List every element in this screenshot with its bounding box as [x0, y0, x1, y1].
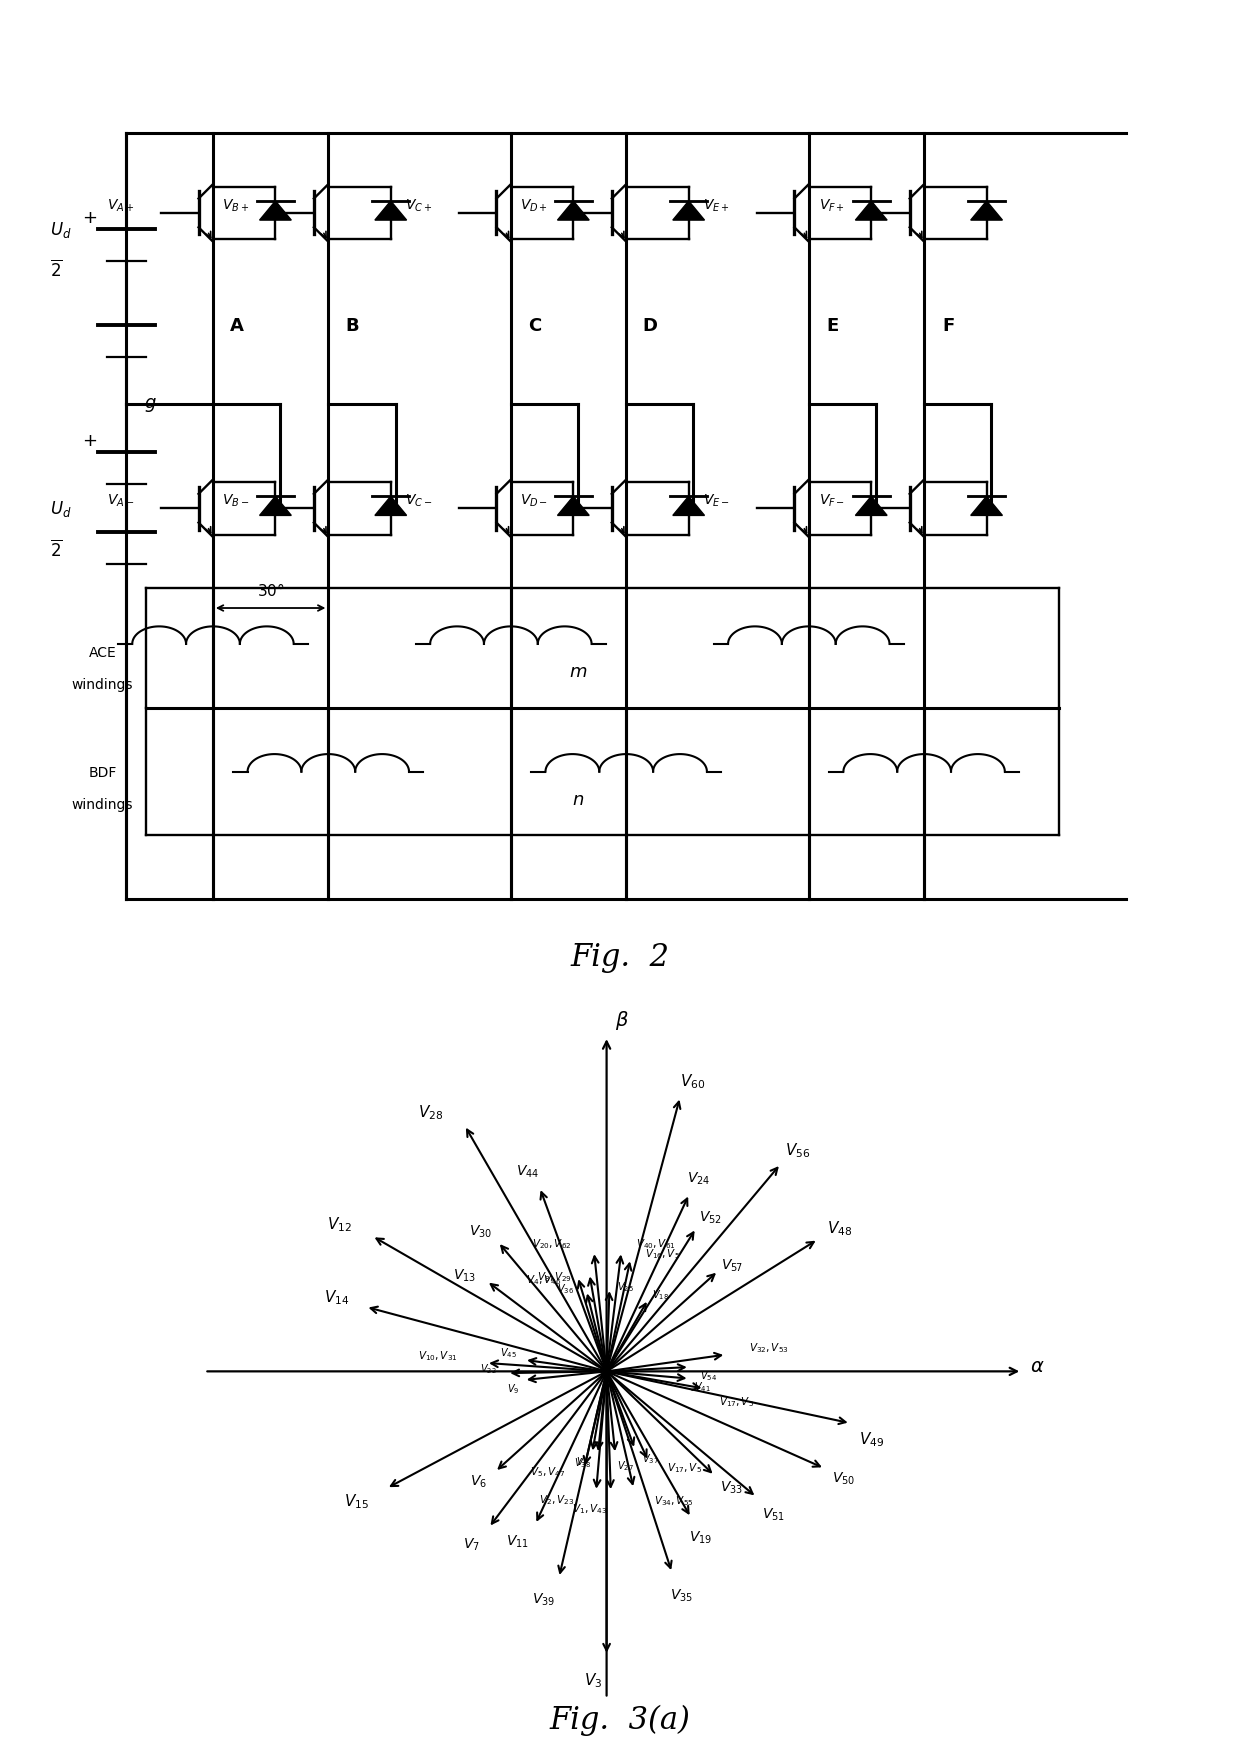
- Text: $V_{19}$: $V_{19}$: [689, 1529, 712, 1544]
- Polygon shape: [673, 497, 704, 516]
- Text: $V_{2},V_{23}$: $V_{2},V_{23}$: [538, 1494, 574, 1506]
- Text: windings: windings: [72, 797, 133, 811]
- Text: BDF: BDF: [88, 765, 117, 779]
- Text: $V_{28}$: $V_{28}$: [418, 1102, 444, 1121]
- Text: $V_{30}$: $V_{30}$: [470, 1223, 492, 1239]
- Text: $V_{13}$: $V_{13}$: [453, 1267, 476, 1283]
- Text: $V_{v}$: $V_{v}$: [575, 1455, 588, 1469]
- Polygon shape: [374, 202, 407, 221]
- Text: $V_{20},V_{62}$: $V_{20},V_{62}$: [532, 1237, 572, 1251]
- Text: $V_{45}$: $V_{45}$: [500, 1346, 517, 1360]
- Polygon shape: [673, 202, 704, 221]
- Text: $V_{5},V_{47}$: $V_{5},V_{47}$: [529, 1464, 565, 1478]
- Text: $V_{E+}$: $V_{E+}$: [703, 198, 730, 214]
- Text: $V_{35}$: $V_{35}$: [671, 1587, 693, 1602]
- Text: $V_{22}$: $V_{22}$: [480, 1362, 497, 1374]
- Text: $V_{51}$: $V_{51}$: [761, 1506, 785, 1523]
- Text: D: D: [642, 316, 657, 335]
- Text: $V_{40},V_{61}$: $V_{40},V_{61}$: [636, 1237, 676, 1251]
- Text: $\alpha$: $\alpha$: [1030, 1357, 1045, 1376]
- Text: $V_{D+}$: $V_{D+}$: [520, 198, 548, 214]
- Text: $V_{B-}$: $V_{B-}$: [222, 493, 249, 509]
- Text: windings: windings: [72, 677, 133, 691]
- Polygon shape: [558, 202, 589, 221]
- Text: F: F: [942, 316, 955, 335]
- Polygon shape: [259, 202, 291, 221]
- Text: $V_{15}$: $V_{15}$: [345, 1492, 370, 1509]
- Text: $V_{C+}$: $V_{C+}$: [405, 198, 433, 214]
- Polygon shape: [259, 497, 291, 516]
- Text: +: +: [83, 432, 98, 449]
- Text: A: A: [231, 316, 244, 335]
- Text: $V_{C-}$: $V_{C-}$: [405, 493, 433, 509]
- Text: $V_{33}$: $V_{33}$: [720, 1479, 743, 1495]
- Text: Fig.  3(a): Fig. 3(a): [549, 1704, 691, 1736]
- Text: Fig.  2: Fig. 2: [570, 941, 670, 972]
- Text: $V_{25}$: $V_{25}$: [618, 1279, 634, 1293]
- Text: E: E: [827, 316, 839, 335]
- Text: $\overline{2}$: $\overline{2}$: [50, 539, 62, 560]
- Text: $V_{11}$: $V_{11}$: [506, 1532, 529, 1550]
- Text: $V_{A-}$: $V_{A-}$: [107, 493, 134, 509]
- Text: $V_{56}$: $V_{56}$: [785, 1141, 811, 1160]
- Text: $U_d$: $U_d$: [50, 219, 71, 240]
- Text: $\beta$: $\beta$: [615, 1009, 629, 1032]
- Text: $V_{E-}$: $V_{E-}$: [703, 493, 730, 509]
- Text: $g$: $g$: [144, 397, 157, 414]
- Text: B: B: [346, 316, 360, 335]
- Polygon shape: [558, 497, 589, 516]
- Text: $V_{54}$: $V_{54}$: [699, 1369, 717, 1383]
- Text: $V_{17},V_{5}$: $V_{17},V_{5}$: [719, 1395, 754, 1409]
- Text: $V_{27}$: $V_{27}$: [618, 1458, 634, 1472]
- Text: $V_{D-}$: $V_{D-}$: [520, 493, 548, 509]
- Text: $V_{12}$: $V_{12}$: [327, 1214, 352, 1234]
- Polygon shape: [856, 497, 887, 516]
- Text: $V_{14}$: $V_{14}$: [324, 1288, 348, 1306]
- Text: $V_{44}$: $V_{44}$: [516, 1164, 539, 1179]
- Text: $\overline{2}$: $\overline{2}$: [50, 260, 62, 281]
- Polygon shape: [856, 202, 887, 221]
- Text: $V_{60}$: $V_{60}$: [681, 1072, 706, 1090]
- Text: $V_{3}$: $V_{3}$: [584, 1671, 603, 1688]
- Polygon shape: [374, 497, 407, 516]
- Text: $V_{57}$: $V_{57}$: [722, 1257, 744, 1272]
- Text: $m$: $m$: [569, 662, 588, 681]
- Text: C: C: [528, 316, 542, 335]
- Text: $U_d$: $U_d$: [50, 498, 71, 519]
- Text: $V_{39}$: $V_{39}$: [532, 1592, 556, 1608]
- Text: $V_{17},V_{5}$: $V_{17},V_{5}$: [667, 1460, 702, 1474]
- Text: $V_{10},V_{31}$: $V_{10},V_{31}$: [418, 1348, 458, 1362]
- Text: $V_{6}$: $V_{6}$: [470, 1472, 487, 1488]
- Text: $V_{9}$: $V_{9}$: [507, 1381, 520, 1395]
- Text: $V_{50}$: $V_{50}$: [832, 1471, 856, 1486]
- Text: $n$: $n$: [572, 790, 584, 807]
- Text: $V_{49}$: $V_{49}$: [859, 1430, 884, 1448]
- Text: ACE: ACE: [88, 646, 117, 660]
- Text: $V_{18}$: $V_{18}$: [652, 1286, 668, 1300]
- Text: $V_{4},V_{46}$: $V_{4},V_{46}$: [526, 1272, 562, 1286]
- Text: $V_{24}$: $V_{24}$: [687, 1171, 711, 1186]
- Text: $V_{37}$: $V_{37}$: [642, 1451, 658, 1465]
- Text: $V_{8},V_{29}$: $V_{8},V_{29}$: [537, 1269, 573, 1283]
- Text: $V_{34},V_{55}$: $V_{34},V_{55}$: [653, 1494, 693, 1508]
- Polygon shape: [971, 497, 1002, 516]
- Text: $V_{F+}$: $V_{F+}$: [818, 198, 844, 214]
- Text: $30°$: $30°$: [257, 581, 284, 598]
- Text: +: +: [83, 209, 98, 226]
- Text: $V_{52}$: $V_{52}$: [699, 1209, 722, 1225]
- Text: $V_{41}$: $V_{41}$: [694, 1379, 711, 1393]
- Text: $V_{36}$: $V_{36}$: [557, 1281, 574, 1295]
- Text: $V_{7}$: $V_{7}$: [464, 1536, 480, 1553]
- Text: $V_{A+}$: $V_{A+}$: [107, 198, 134, 214]
- Text: $V_{48}$: $V_{48}$: [827, 1218, 853, 1237]
- Text: $V_{F-}$: $V_{F-}$: [818, 493, 844, 509]
- Text: $V_{B+}$: $V_{B+}$: [222, 198, 249, 214]
- Text: $V_{16},V_{5}$: $V_{16},V_{5}$: [645, 1246, 680, 1260]
- Text: $V_{38}$: $V_{38}$: [574, 1455, 590, 1469]
- Text: $V_{1},V_{43}$: $V_{1},V_{43}$: [572, 1501, 606, 1515]
- Polygon shape: [971, 202, 1002, 221]
- Text: $V_{32},V_{53}$: $V_{32},V_{53}$: [749, 1341, 789, 1355]
